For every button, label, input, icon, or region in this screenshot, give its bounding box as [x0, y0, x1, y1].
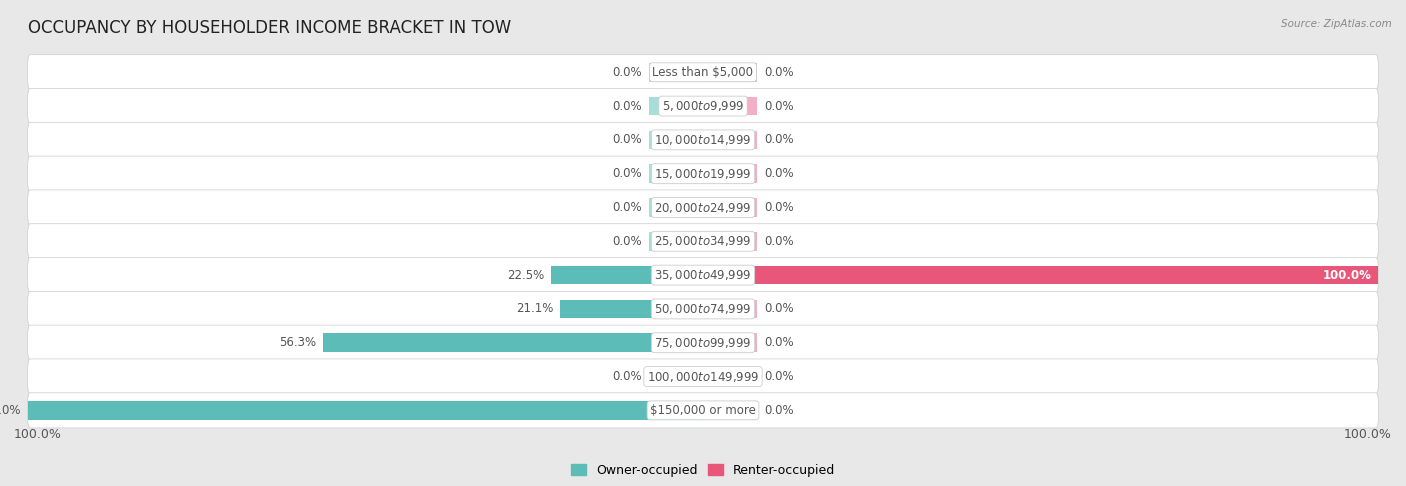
FancyBboxPatch shape [28, 325, 1378, 360]
Bar [703, 63, 756, 82]
Text: 0.0%: 0.0% [763, 404, 793, 417]
Text: $150,000 or more: $150,000 or more [650, 404, 756, 417]
Text: $25,000 to $34,999: $25,000 to $34,999 [654, 234, 752, 248]
Bar [650, 63, 703, 82]
FancyBboxPatch shape [28, 258, 1378, 293]
Bar [28, 401, 703, 419]
Text: 0.0%: 0.0% [763, 336, 793, 349]
Text: $50,000 to $74,999: $50,000 to $74,999 [654, 302, 752, 316]
Text: $35,000 to $49,999: $35,000 to $49,999 [654, 268, 752, 282]
Text: 0.0%: 0.0% [613, 100, 643, 113]
FancyBboxPatch shape [28, 122, 1378, 157]
Text: $15,000 to $19,999: $15,000 to $19,999 [654, 167, 752, 181]
FancyBboxPatch shape [28, 88, 1378, 123]
Bar [703, 333, 756, 352]
Bar [650, 367, 703, 386]
Text: 0.0%: 0.0% [763, 235, 793, 248]
Bar [650, 232, 703, 251]
Bar [703, 97, 756, 115]
Text: $100,000 to $149,999: $100,000 to $149,999 [647, 369, 759, 383]
Bar [561, 300, 703, 318]
Text: 100.0%: 100.0% [1323, 269, 1372, 281]
Text: Source: ZipAtlas.com: Source: ZipAtlas.com [1281, 19, 1392, 30]
Text: 0.0%: 0.0% [763, 302, 793, 315]
Text: 100.0%: 100.0% [1344, 428, 1392, 441]
Text: 56.3%: 56.3% [278, 336, 316, 349]
FancyBboxPatch shape [28, 291, 1378, 327]
FancyBboxPatch shape [28, 393, 1378, 428]
Bar [650, 131, 703, 149]
Text: $5,000 to $9,999: $5,000 to $9,999 [662, 99, 744, 113]
Bar [703, 131, 756, 149]
Text: OCCUPANCY BY HOUSEHOLDER INCOME BRACKET IN TOW: OCCUPANCY BY HOUSEHOLDER INCOME BRACKET … [28, 19, 512, 37]
Text: 0.0%: 0.0% [763, 100, 793, 113]
Text: $10,000 to $14,999: $10,000 to $14,999 [654, 133, 752, 147]
Text: 0.0%: 0.0% [613, 167, 643, 180]
Text: 0.0%: 0.0% [613, 201, 643, 214]
Text: 22.5%: 22.5% [508, 269, 544, 281]
FancyBboxPatch shape [28, 156, 1378, 191]
Text: Less than $5,000: Less than $5,000 [652, 66, 754, 79]
FancyBboxPatch shape [28, 190, 1378, 225]
Text: 0.0%: 0.0% [613, 66, 643, 79]
Bar [650, 97, 703, 115]
Text: 100.0%: 100.0% [14, 428, 62, 441]
Bar [551, 266, 703, 284]
Bar [703, 198, 756, 217]
Legend: Owner-occupied, Renter-occupied: Owner-occupied, Renter-occupied [567, 459, 839, 482]
Bar [703, 164, 756, 183]
FancyBboxPatch shape [28, 359, 1378, 394]
Text: 0.0%: 0.0% [613, 235, 643, 248]
Text: $20,000 to $24,999: $20,000 to $24,999 [654, 201, 752, 214]
Bar [703, 401, 756, 419]
Bar [650, 164, 703, 183]
Bar [323, 333, 703, 352]
Text: 21.1%: 21.1% [516, 302, 554, 315]
Text: 0.0%: 0.0% [613, 133, 643, 146]
Text: 0.0%: 0.0% [763, 201, 793, 214]
Bar [650, 198, 703, 217]
Text: $75,000 to $99,999: $75,000 to $99,999 [654, 336, 752, 350]
Text: 0.0%: 0.0% [763, 66, 793, 79]
Text: 100.0%: 100.0% [0, 404, 21, 417]
Bar [703, 266, 1378, 284]
Text: 0.0%: 0.0% [763, 133, 793, 146]
Bar [703, 232, 756, 251]
Bar [703, 300, 756, 318]
FancyBboxPatch shape [28, 55, 1378, 90]
FancyBboxPatch shape [28, 224, 1378, 259]
Text: 0.0%: 0.0% [613, 370, 643, 383]
Text: 0.0%: 0.0% [763, 167, 793, 180]
Text: 0.0%: 0.0% [763, 370, 793, 383]
Bar [703, 367, 756, 386]
